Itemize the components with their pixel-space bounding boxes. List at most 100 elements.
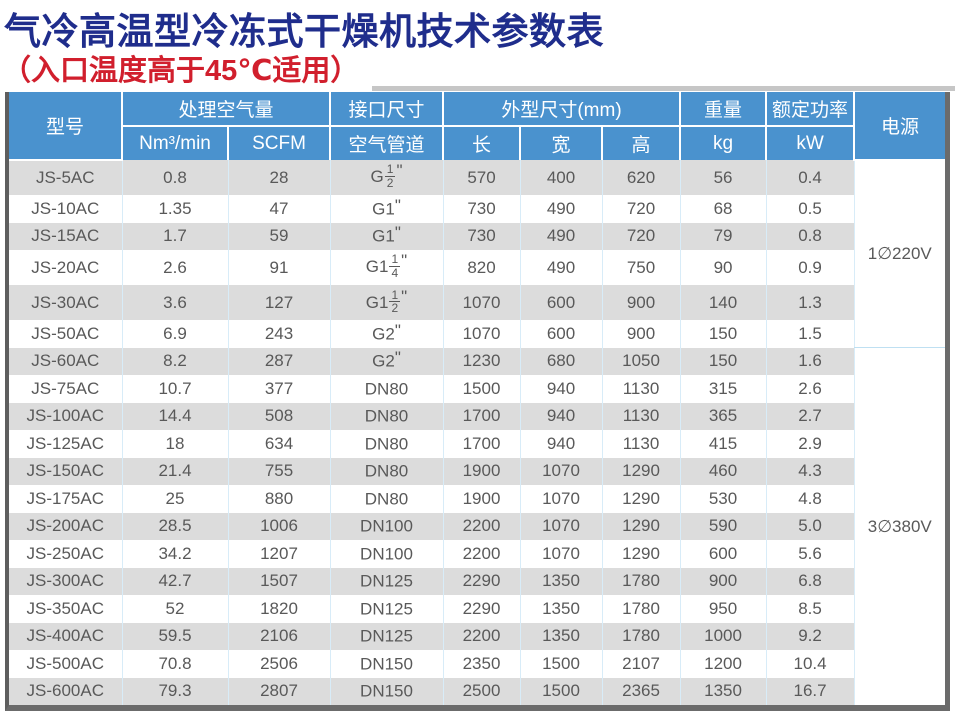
model-cell: JS-250AC <box>9 540 123 568</box>
length-cell: 730 <box>443 195 521 223</box>
scfm-cell: 243 <box>228 320 331 348</box>
table-row: JS-500AC 70.8 2506 DN150 2350 1500 2107 1200 10.… <box>9 650 945 678</box>
model-cell: JS-75AC <box>9 375 123 403</box>
header-row-groups: 型号 处理空气量 接口尺寸 外型尺寸(mm) 重量 额定功率 电源 <box>9 92 946 161</box>
rated-power-cell: 2.7 <box>766 402 855 431</box>
scfm-cell: 377 <box>228 375 331 403</box>
table-row: JS-30AC 3.6 127 G1 1 2 " 1070 600 900 140 1.3 <box>9 285 945 321</box>
rated-power-cell: 5.0 <box>766 512 855 541</box>
spec-table: 型号 处理空气量 接口尺寸 外型尺寸(mm) 重量 额定功率 电源 Nm³/mi… <box>9 92 946 705</box>
model-cell: JS-150AC <box>9 457 123 486</box>
length-cell: 1230 <box>443 347 521 376</box>
page-subtitle: （入口温度高于45℃适用） <box>2 55 360 87</box>
scfm-cell: 508 <box>228 402 331 431</box>
weight-cell: 140 <box>680 285 767 321</box>
length-cell: 2200 <box>443 622 521 651</box>
rated-power-cell: 16.7 <box>766 677 855 705</box>
pipe-cell: DN125 <box>330 595 444 623</box>
col-header-air-pipe: 空气管道 <box>329 125 445 160</box>
weight-cell: 79 <box>680 222 767 251</box>
nm3-cell: 34.2 <box>122 540 229 568</box>
rated-power-cell: 4.3 <box>766 457 855 486</box>
height-cell: 1290 <box>602 540 681 568</box>
table-row: JS-400AC 59.5 2106 DN125 2200 1350 1780 1000 9.2 <box>9 622 945 651</box>
nm3-cell: 3.6 <box>122 285 229 321</box>
model-cell: JS-600AC <box>9 677 123 705</box>
header-row-units: Nm³/min SCFM 空气管道 长 宽 高 kg kW <box>9 125 945 160</box>
height-cell: 1050 <box>602 347 681 376</box>
col-header-supply: 电源 <box>853 92 946 161</box>
length-cell: 570 <box>443 160 521 196</box>
table-row: JS-20AC 2.6 91 G1 1 4 " 820 490 750 90 0.9 <box>9 250 945 286</box>
model-cell: JS-125AC <box>9 430 123 458</box>
weight-cell: 460 <box>680 457 767 486</box>
model-cell: JS-175AC <box>9 485 123 513</box>
nm3-cell: 25 <box>122 485 229 513</box>
col-header-nm3min: Nm³/min <box>122 125 229 160</box>
width-cell: 600 <box>520 285 603 321</box>
col-header-height: 高 <box>601 125 682 160</box>
scfm-cell: 28 <box>228 160 331 196</box>
table-row: JS-75AC 10.7 377 DN80 1500 940 1130 315 2.6 <box>9 375 945 403</box>
table-row: JS-200AC 28.5 1006 DN100 2200 1070 1290 590 5.0 <box>9 512 945 541</box>
rated-power-cell: 1.6 <box>766 347 855 376</box>
table-row: JS-350AC 52 1820 DN125 2290 1350 1780 950 8.5 <box>9 595 945 623</box>
model-cell: JS-50AC <box>9 320 123 348</box>
rated-power-cell: 8.5 <box>766 595 855 623</box>
nm3-cell: 6.9 <box>122 320 229 348</box>
scfm-cell: 47 <box>228 195 331 223</box>
height-cell: 1780 <box>602 567 681 596</box>
width-cell: 1500 <box>520 677 603 705</box>
height-cell: 720 <box>602 222 681 251</box>
weight-cell: 365 <box>680 402 767 431</box>
length-cell: 2350 <box>443 650 521 678</box>
width-cell: 940 <box>520 402 603 431</box>
model-cell: JS-5AC <box>9 160 123 196</box>
pipe-cell: G1 1 4 " <box>330 250 444 286</box>
length-cell: 2290 <box>443 567 521 596</box>
nm3-cell: 1.35 <box>122 195 229 223</box>
weight-cell: 415 <box>680 430 767 458</box>
table-row: JS-600AC 79.3 2807 DN150 2500 1500 2365 1350 16.… <box>9 677 945 705</box>
width-cell: 490 <box>520 195 603 223</box>
power-supply-cell: 1∅220V <box>853 160 946 349</box>
scfm-cell: 127 <box>228 285 331 321</box>
weight-cell: 590 <box>680 512 767 541</box>
scfm-cell: 2807 <box>228 677 331 705</box>
length-cell: 1500 <box>443 375 521 403</box>
height-cell: 1130 <box>602 375 681 403</box>
nm3-cell: 59.5 <box>122 622 229 651</box>
nm3-cell: 18 <box>122 430 229 458</box>
scfm-cell: 59 <box>228 222 331 251</box>
width-cell: 490 <box>520 222 603 251</box>
pipe-cell: DN100 <box>330 540 444 568</box>
pipe-cell: DN80 <box>330 402 444 431</box>
length-cell: 2500 <box>443 677 521 705</box>
scfm-cell: 1507 <box>228 567 331 596</box>
pipe-cell: G1 1 2 " <box>330 285 444 321</box>
height-cell: 1290 <box>602 512 681 541</box>
scfm-cell: 634 <box>228 430 331 458</box>
width-cell: 1070 <box>520 540 603 568</box>
table-row: JS-125AC 18 634 DN80 1700 940 1130 415 2.9 <box>9 430 945 458</box>
pipe-cell: DN150 <box>330 650 444 678</box>
col-header-width: 宽 <box>519 125 604 160</box>
scfm-cell: 2506 <box>228 650 331 678</box>
length-cell: 1070 <box>443 320 521 348</box>
model-cell: JS-15AC <box>9 222 123 251</box>
model-cell: JS-30AC <box>9 285 123 321</box>
weight-cell: 68 <box>680 195 767 223</box>
height-cell: 2107 <box>602 650 681 678</box>
model-cell: JS-100AC <box>9 402 123 431</box>
scfm-cell: 1820 <box>228 595 331 623</box>
weight-cell: 56 <box>680 160 767 196</box>
spec-table-frame: 型号 处理空气量 接口尺寸 外型尺寸(mm) 重量 额定功率 电源 Nm³/mi… <box>5 92 951 711</box>
table-row: JS-250AC 34.2 1207 DN100 2200 1070 1290 600 5.6 <box>9 540 945 568</box>
scfm-cell: 91 <box>228 250 331 286</box>
weight-cell: 90 <box>680 250 767 286</box>
model-cell: JS-350AC <box>9 595 123 623</box>
rated-power-cell: 0.8 <box>766 222 855 251</box>
pipe-cell: G2" <box>330 347 444 376</box>
spec-table-body: JS-5AC 0.8 28 G 1 2 " 570 400 620 56 0.4 1∅220V JS-10… <box>9 160 946 705</box>
pipe-cell: G 1 2 " <box>330 160 444 196</box>
